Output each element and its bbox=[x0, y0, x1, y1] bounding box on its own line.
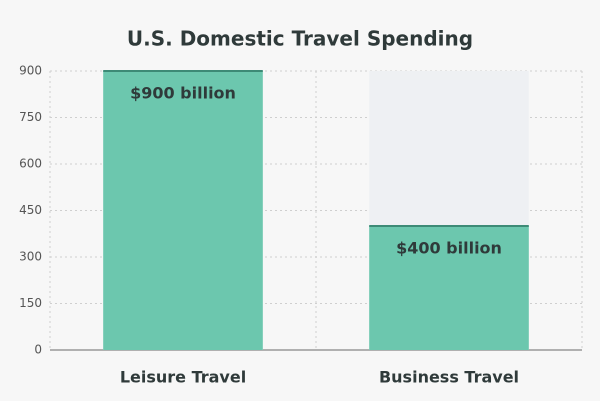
y-tick-label: 0 bbox=[34, 343, 42, 357]
chart-title: U.S. Domestic Travel Spending bbox=[127, 27, 473, 51]
x-tick-label: Business Travel bbox=[379, 368, 519, 387]
bar bbox=[103, 71, 263, 350]
data-label: $400 billion bbox=[396, 239, 502, 258]
y-tick-label: 750 bbox=[19, 110, 42, 124]
y-tick-label: 150 bbox=[19, 296, 42, 310]
y-tick-label: 900 bbox=[19, 64, 42, 78]
y-tick-label: 450 bbox=[19, 203, 42, 217]
data-label: $900 billion bbox=[130, 84, 236, 103]
y-tick-label: 600 bbox=[19, 157, 42, 171]
bar bbox=[369, 226, 529, 350]
y-tick-label: 300 bbox=[19, 250, 42, 264]
x-tick-label: Leisure Travel bbox=[120, 368, 246, 387]
